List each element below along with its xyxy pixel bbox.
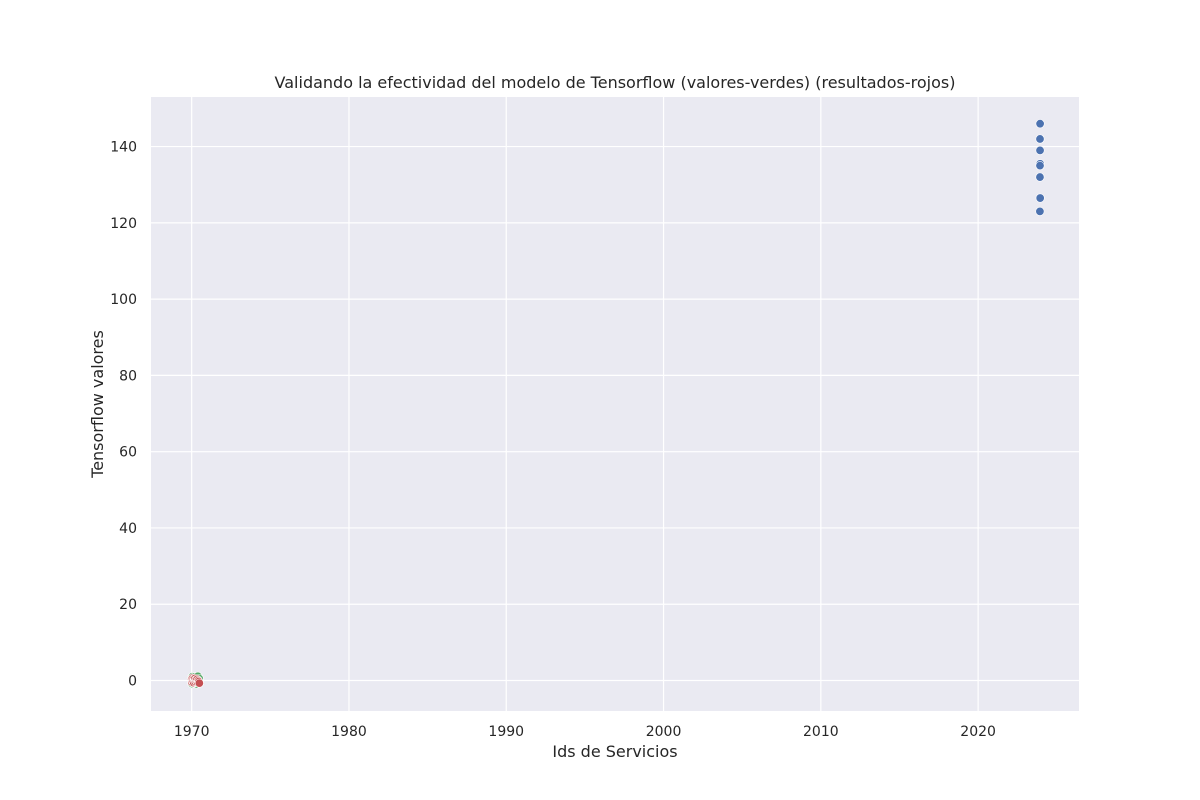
y-tick-label: 100 (110, 292, 137, 308)
x-tick-label: 1990 (488, 724, 524, 740)
x-tick-label: 2020 (960, 724, 996, 740)
data-points (187, 119, 1045, 689)
y-axis-label: Tensorflow valores (88, 330, 107, 479)
data-point (1035, 172, 1045, 182)
x-tick-label: 2010 (803, 724, 839, 740)
data-point (1035, 119, 1045, 129)
x-axis-label: Ids de Servicios (552, 742, 677, 761)
data-point (1035, 161, 1045, 171)
y-tick-label: 60 (119, 445, 137, 461)
y-axis-ticks: 0 20 40 60 80 100 120 140 (110, 140, 137, 690)
x-axis-ticks: 1970 1980 1990 2000 2010 2020 (174, 724, 996, 740)
y-tick-label: 80 (119, 368, 137, 384)
x-tick-label: 2000 (646, 724, 682, 740)
y-tick-label: 120 (110, 216, 137, 232)
y-tick-label: 0 (128, 673, 137, 689)
data-point (1035, 206, 1045, 216)
y-tick-label: 40 (119, 521, 137, 537)
data-point (1035, 193, 1045, 203)
y-tick-label: 20 (119, 597, 137, 613)
x-tick-label: 1970 (174, 724, 210, 740)
data-point (1035, 145, 1045, 155)
chart-title: Validando la efectividad del modelo de T… (275, 73, 956, 92)
grid-lines (151, 97, 1079, 711)
y-tick-label: 140 (110, 140, 137, 156)
data-point (194, 678, 204, 688)
x-tick-label: 1980 (331, 724, 367, 740)
data-point (1035, 134, 1045, 144)
plot-area (151, 97, 1079, 711)
